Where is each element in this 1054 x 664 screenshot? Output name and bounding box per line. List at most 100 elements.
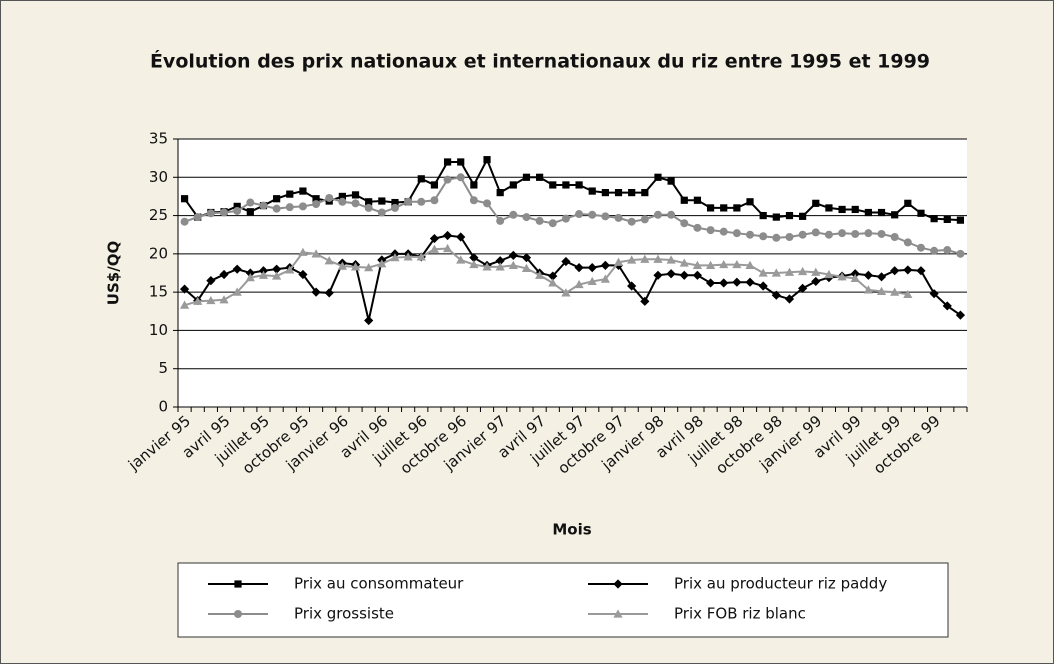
y-tick-label: 35 [149,130,168,148]
data-point [667,210,676,219]
data-point [442,243,453,253]
data-point [469,196,478,205]
data-point [495,262,505,271]
data-point [917,209,925,217]
data-point [193,296,203,305]
data-point [364,315,374,326]
data-point [627,217,636,226]
data-point [417,197,426,206]
data-point [746,198,754,206]
data-point [705,278,716,288]
data-point [812,199,820,207]
data-point [838,229,847,238]
data-point [785,211,794,220]
data-point [732,277,742,287]
data-point [233,206,242,215]
data-point [378,197,386,205]
data-point [627,281,637,291]
data-point [588,210,597,219]
data-point [219,295,229,304]
data-point [784,267,795,276]
data-point [179,284,190,294]
data-point [259,201,268,210]
data-point [350,262,361,271]
data-point [351,199,360,208]
data-point [587,276,597,286]
data-point [627,255,637,264]
data-point [613,257,624,266]
data-point [312,200,321,209]
data-point [798,230,807,239]
data-point [245,272,255,282]
data-point [628,189,636,197]
data-point [483,199,492,208]
data-point [232,264,242,274]
data-point [771,290,781,300]
x-axis-title: Mois [552,521,591,539]
data-point [772,233,781,242]
data-point [614,213,623,222]
data-point [666,269,676,279]
data-point [522,213,531,222]
data-point [876,272,887,282]
data-point [246,198,255,207]
data-point [404,197,413,206]
data-point [442,230,453,241]
data-point [337,261,347,270]
data-point [890,287,900,296]
data-point [851,229,860,238]
data-point [574,263,584,273]
data-point [680,219,689,228]
data-point [561,256,571,267]
data-point [930,215,938,223]
data-point [377,259,387,268]
data-point [311,249,321,258]
data-point [745,277,755,287]
data-point [692,260,703,269]
data-point [324,288,334,298]
data-point [470,181,478,189]
data-point [916,266,926,276]
data-point [850,273,860,282]
data-point [916,243,925,252]
data-point [180,217,189,226]
legend-label: Prix FOB riz blanc [674,605,806,623]
data-point [903,238,912,247]
data-point [509,181,517,189]
y-tick-label: 0 [158,398,168,416]
data-point [745,260,755,269]
chart-title: Évolution des prix nationaux et internat… [150,50,930,73]
data-point [285,203,294,212]
legend-marker [234,580,242,588]
data-point [640,296,650,306]
data-point [258,270,269,279]
data-point [443,158,452,166]
data-point [377,208,386,217]
data-point [759,211,767,220]
data-point [469,259,479,269]
data-point [601,212,610,221]
data-point [246,208,254,216]
data-point [864,229,873,238]
data-point [903,289,913,299]
data-point [509,210,518,219]
data-point [679,258,689,267]
data-point [338,197,347,206]
data-point [876,286,887,295]
legend-label: Prix au consommateur [294,575,464,593]
data-point [351,191,360,199]
data-point [904,199,912,207]
data-point [705,260,716,269]
legend-label: Prix au producteur riz paddy [674,575,887,593]
data-point [324,256,334,265]
data-point [784,294,795,304]
data-point [614,189,623,197]
plot-area [178,139,967,407]
data-point [680,196,688,204]
data-point [535,270,545,279]
data-point [285,265,295,274]
legend-label: Prix grossiste [294,605,394,623]
data-point [930,246,939,255]
data-point [890,233,899,242]
data-point [719,259,729,269]
